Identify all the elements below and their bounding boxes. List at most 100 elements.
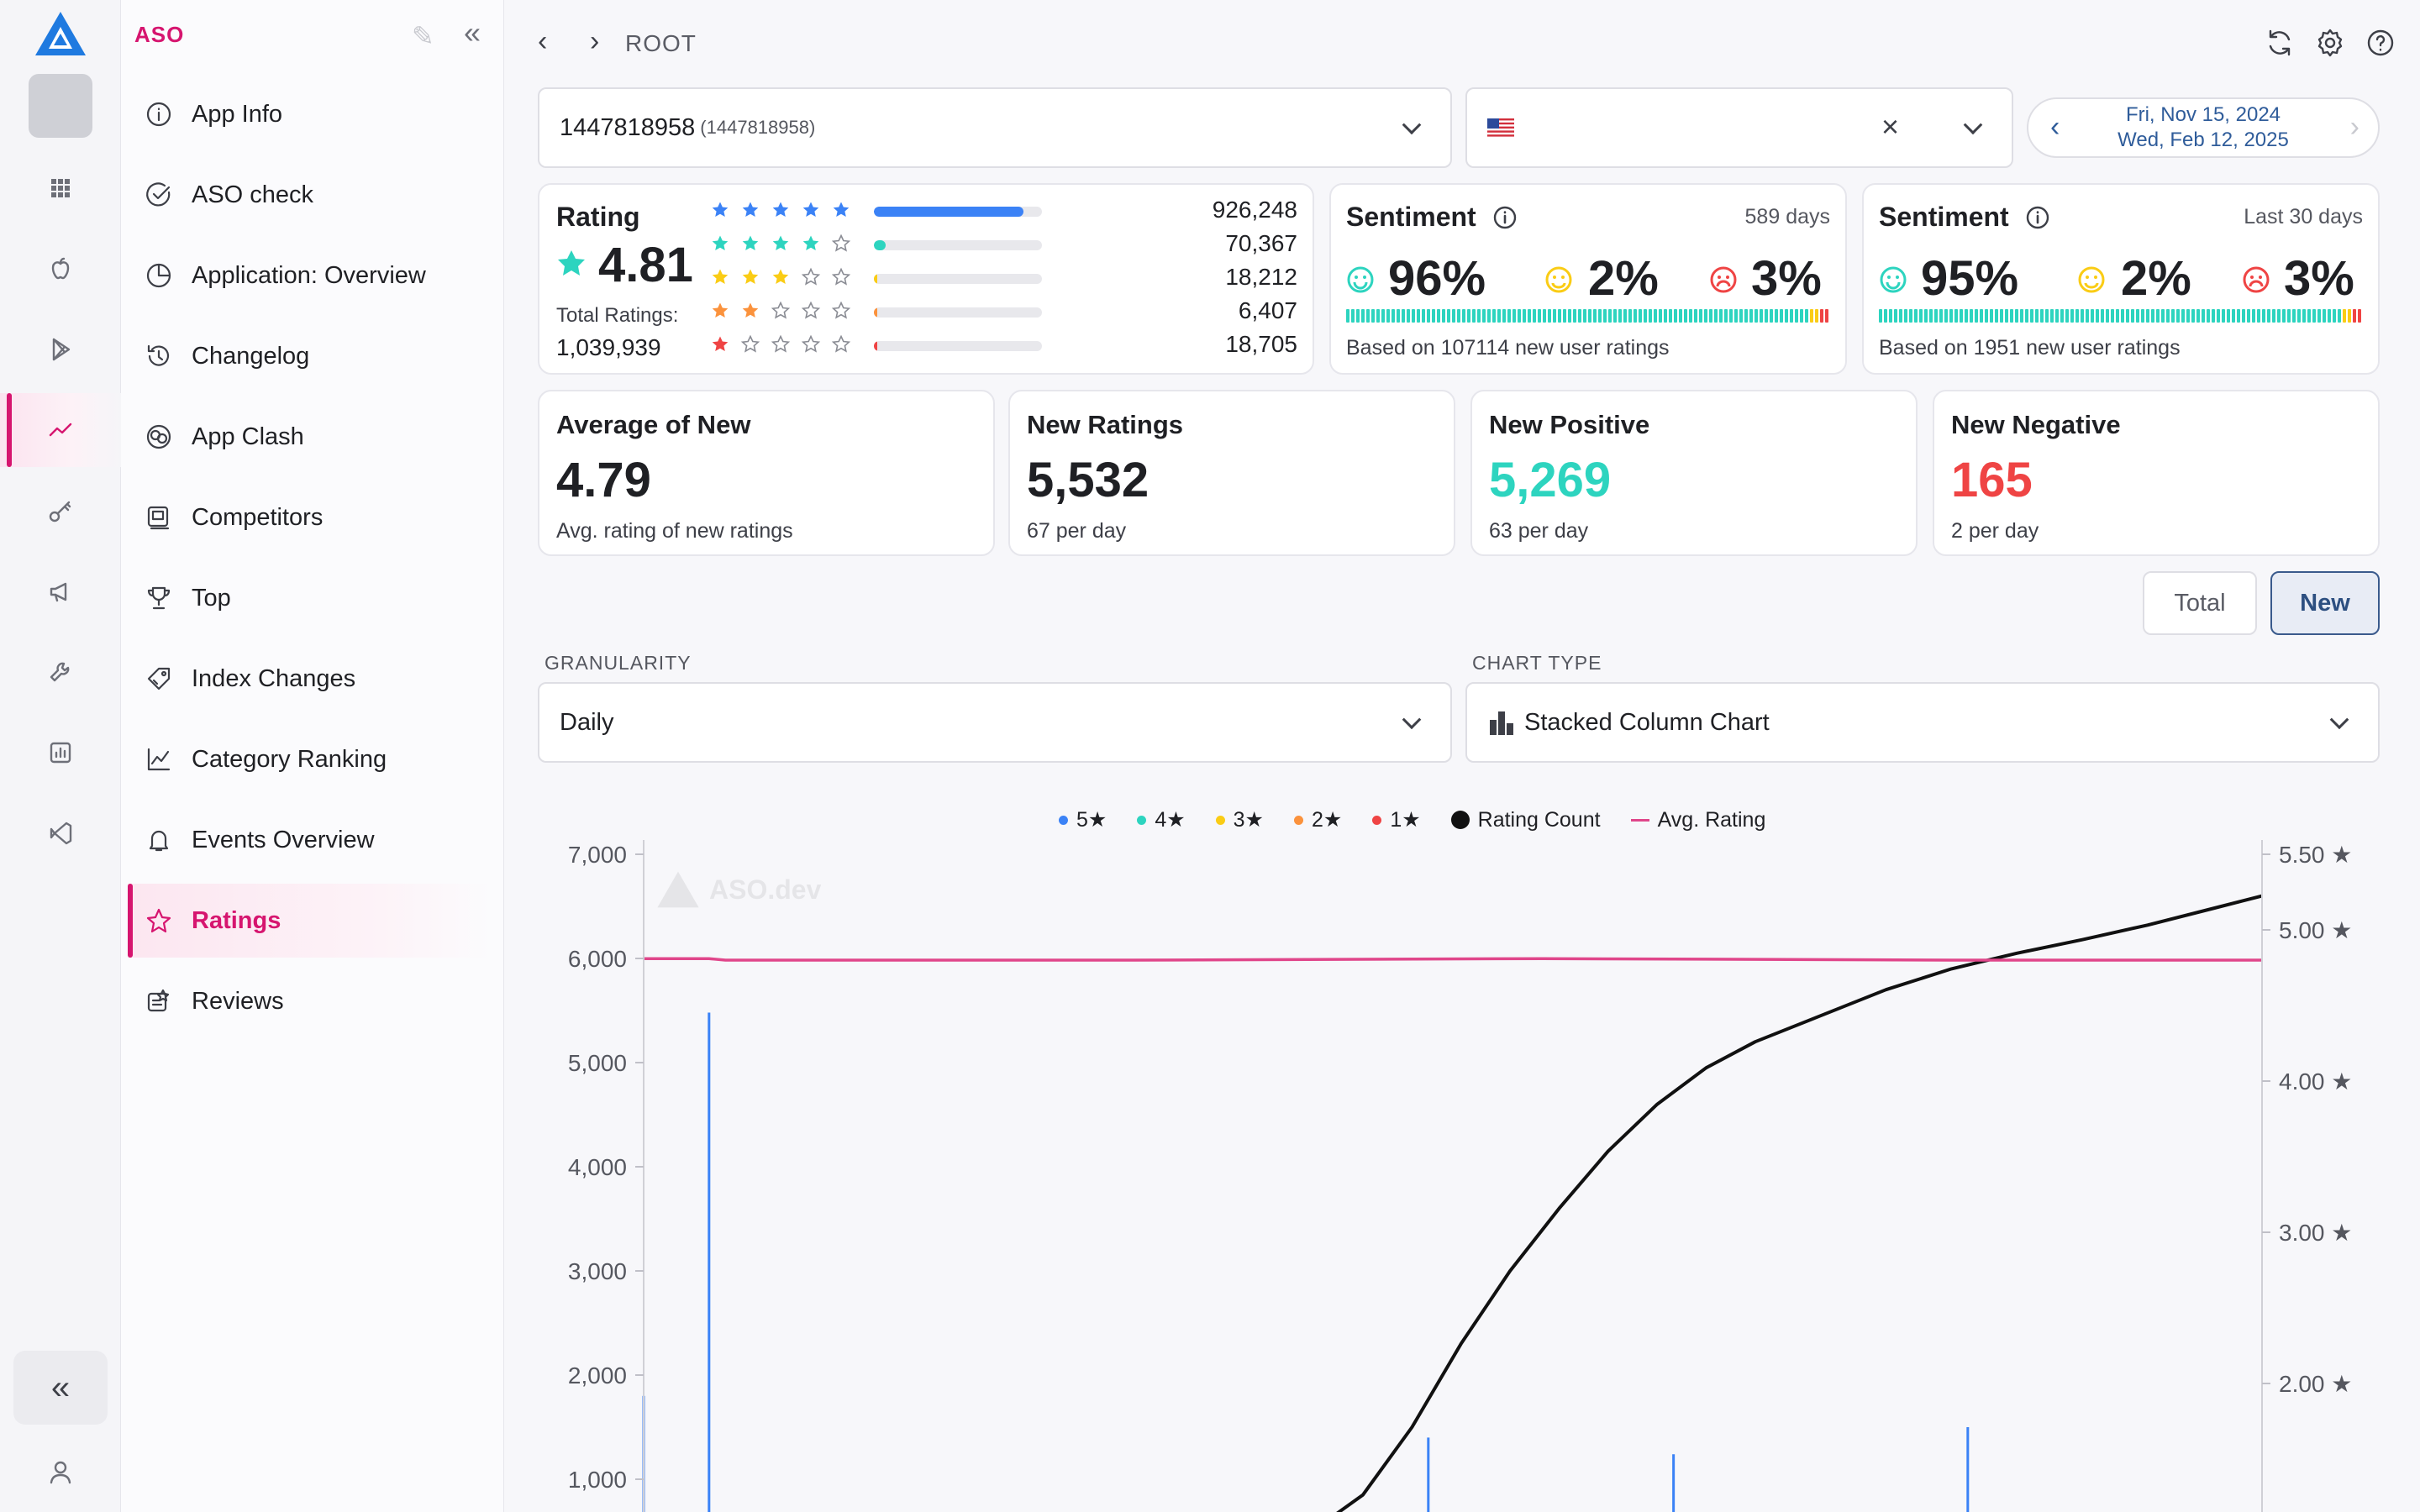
back-button[interactable]: ‹ [538, 25, 548, 57]
clash-icon [146, 424, 171, 449]
info-icon[interactable] [1492, 205, 1518, 230]
legend-label: 1★ [1390, 808, 1421, 832]
sidebar-item-label: Category Ranking [192, 745, 387, 773]
rating-stars-1 [712, 334, 851, 353]
app-avatar[interactable] [29, 74, 92, 138]
rail-campaign-button[interactable] [0, 554, 121, 628]
rating-bar-fill [874, 307, 877, 318]
user-icon [50, 1461, 71, 1484]
sidebar-item-events-overview[interactable]: Events Overview [128, 803, 491, 877]
y-tick-label-left: 5,000 [568, 1050, 627, 1076]
rail-play-button[interactable] [0, 312, 121, 386]
help-button[interactable] [2365, 27, 2396, 59]
total-toggle-button[interactable]: Total [2143, 571, 2257, 635]
pencil-icon[interactable]: ✎ [412, 21, 434, 51]
stat-value: 165 [1951, 453, 2033, 507]
sidebar-item-competitors[interactable]: Competitors [128, 480, 491, 554]
bar-5star [1966, 1427, 1970, 1512]
date-range-text: Fri, Nov 15, 2024 Wed, Feb 12, 2025 [2118, 102, 2289, 153]
stat-value: 5,532 [1027, 453, 1150, 507]
rail-user-button[interactable] [0, 1435, 121, 1509]
legend-label: Rating Count [1477, 807, 1601, 832]
clear-icon[interactable]: × [1881, 109, 1899, 144]
app-select[interactable]: 1447818958 (1447818958) [538, 87, 1452, 168]
legend-item[interactable]: 1★ [1372, 807, 1421, 832]
info-icon [146, 102, 171, 127]
rail-grid-button[interactable] [0, 151, 121, 225]
refresh-button[interactable] [2264, 27, 2296, 59]
sad-face-icon [2243, 266, 2270, 293]
trend-icon [49, 423, 72, 437]
rating-count: 18,705 [1225, 331, 1297, 357]
rating-stars-4 [712, 234, 851, 252]
rail-reports-button[interactable] [0, 716, 121, 790]
new-toggle-button[interactable]: New [2270, 571, 2380, 635]
legend-item[interactable]: 2★ [1293, 807, 1342, 832]
stat-value: 4.79 [556, 453, 651, 507]
rating-bar-fill [874, 240, 886, 250]
rail-tools-button[interactable] [0, 635, 121, 709]
legend-item[interactable]: 5★ [1059, 807, 1107, 832]
sidebar-item-index-changes[interactable]: Index Changes [128, 642, 491, 716]
sidebar-item-changelog[interactable]: Changelog [128, 319, 491, 393]
date-next-button[interactable]: › [2349, 111, 2360, 143]
legend-item[interactable]: Avg. Rating [1630, 808, 1765, 832]
sentiment-neutral: 2% [1588, 251, 1659, 306]
rating-bar-fill [874, 207, 1023, 217]
rating-count: 18,212 [1225, 264, 1297, 290]
info-icon[interactable] [2025, 205, 2050, 230]
legend-item[interactable]: 4★ [1137, 807, 1186, 832]
sentiment-basis: Based on 1951 new user ratings [1879, 336, 2181, 360]
bar-5star [1427, 1437, 1430, 1512]
granularity-label: GRANULARITY [544, 652, 692, 674]
stat-sub: Avg. rating of new ratings [556, 519, 793, 543]
chart-type-select[interactable]: Stacked Column Chart [1465, 682, 2380, 763]
country-select[interactable]: × [1465, 87, 2013, 168]
rating-bar-track [874, 341, 1042, 351]
stat-card-average: Average of New 4.79 Avg. rating of new r… [538, 390, 995, 556]
y-tick-label-left: 2,000 [568, 1362, 627, 1389]
sidebar-item-label: Competitors [192, 503, 324, 531]
date-prev-button[interactable]: ‹ [2050, 111, 2060, 143]
legend-label: 3★ [1233, 808, 1264, 832]
breadcrumb[interactable]: ROOT [625, 30, 697, 56]
rail-vscode-button[interactable] [0, 796, 121, 870]
sentiment-title: Sentiment [1346, 202, 1476, 232]
aso-logo-icon[interactable] [34, 10, 87, 57]
avg-rating-line [644, 957, 2262, 962]
date-range-picker[interactable]: ‹ Fri, Nov 15, 2024 Wed, Feb 12, 2025 › [2027, 97, 2380, 158]
sidebar-collapse-button[interactable]: « [464, 15, 481, 50]
neutral-face-icon [2078, 266, 2105, 293]
sidebar-item-app-info[interactable]: App Info [128, 77, 491, 151]
help-icon [2367, 29, 2394, 56]
sidebar-title: ASO [134, 22, 185, 47]
sidebar-item-application-overview[interactable]: Application: Overview [128, 239, 491, 312]
sidebar-item-reviews[interactable]: Reviews [128, 964, 491, 1038]
y-tick-label-left: 1,000 [568, 1467, 627, 1493]
granularity-select[interactable]: Daily [538, 682, 1452, 763]
settings-button[interactable] [2314, 27, 2346, 59]
rating-stars-5 [712, 202, 850, 217]
trophy-icon [147, 586, 171, 610]
sidebar-item-label: Ratings [192, 906, 281, 934]
check-circle-icon [146, 182, 171, 207]
sidebar-item-ratings[interactable]: Ratings [128, 884, 491, 958]
sidebar-item-aso-check[interactable]: ASO check [128, 158, 491, 232]
pie-chart-icon [146, 263, 171, 288]
y-tick-label-right: 4.00 ★ [2279, 1068, 2352, 1095]
sentiment-neutral: 2% [2121, 251, 2191, 306]
legend-item[interactable]: Rating Count [1450, 807, 1601, 832]
rail-apple-button[interactable] [0, 232, 121, 306]
rail-keywords-button[interactable] [0, 474, 121, 548]
total-ratings-value: 1,039,939 [556, 334, 661, 360]
rail-analytics-button[interactable] [0, 393, 121, 467]
sentiment-title: Sentiment [1879, 202, 2009, 232]
sidebar-item-top[interactable]: Top [128, 561, 491, 635]
sidebar-item-label: App Clash [192, 423, 304, 450]
rail-collapse-button[interactable]: « [13, 1351, 108, 1425]
legend-item[interactable]: 3★ [1215, 807, 1264, 832]
forward-button[interactable]: › [590, 25, 600, 57]
sidebar-item-app-clash[interactable]: App Clash [128, 400, 491, 474]
y-tick-label-left: 3,000 [568, 1258, 627, 1284]
sidebar-item-category-ranking[interactable]: Category Ranking [128, 722, 491, 796]
